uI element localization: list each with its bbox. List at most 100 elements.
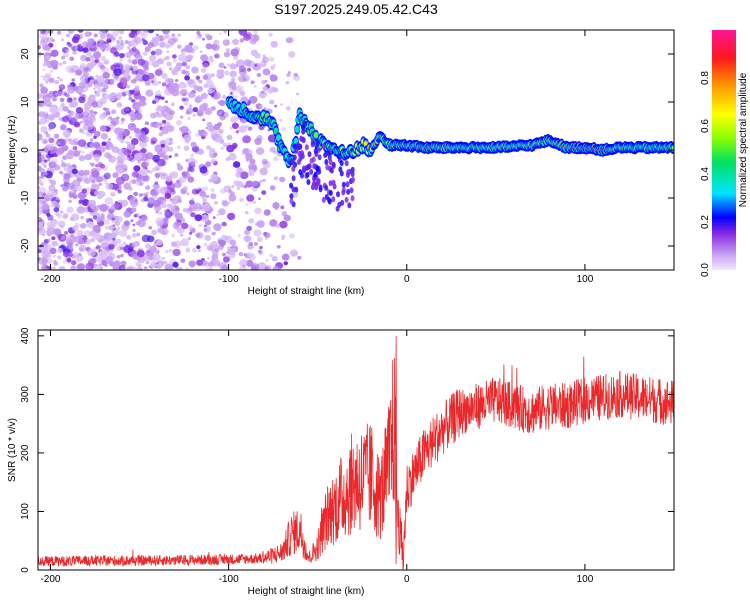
noise-blob [68,140,73,145]
noise-blob [40,126,48,133]
noise-blob [191,197,194,201]
noise-blob [57,255,62,260]
noise-blob [199,166,208,174]
noise-blob [167,86,176,94]
noise-blob [162,200,167,204]
noise-blob [56,242,60,247]
ridge-core [294,139,298,144]
noise-blob [187,79,194,85]
noise-blob [221,199,229,206]
noise-blob [70,100,79,108]
noise-blob [140,148,147,154]
noise-blob [190,212,196,218]
noise-blob [269,146,276,153]
noise-blob [169,137,173,142]
noise-blob [78,96,86,104]
noise-blob [84,153,92,161]
noise-blob [195,233,201,238]
noise-blob [88,69,91,72]
noise-blob [183,145,190,151]
noise-blob [55,212,60,216]
noise-blob [193,45,199,51]
noise-blob [178,178,184,184]
noise-blob [78,199,83,204]
noise-blob [90,112,96,118]
noise-blob [38,201,43,207]
noise-blob [183,134,192,142]
noise-blob [242,33,251,41]
noise-blob [202,74,209,80]
noise-blob [165,124,174,133]
noise-blob [57,91,63,97]
noise-blob [119,53,125,59]
noise-blob [38,221,44,229]
noise-blob [184,70,190,76]
noise-blob [104,181,108,185]
noise-blob [62,115,70,123]
noise-blob [132,233,138,238]
noise-blob [222,39,230,46]
noise-blob [73,189,77,193]
noise-blob [138,217,145,224]
ridge-tail-blob [331,161,336,168]
noise-blob [192,113,196,117]
noise-blob [273,156,279,162]
noise-blob [68,110,75,117]
noise-blob [173,59,177,63]
noise-blob [106,33,114,41]
noise-blob [168,155,172,159]
noise-blob [65,33,70,38]
ridge-tail-blob [292,154,297,161]
noise-blob [99,203,109,212]
noise-blob [181,222,189,230]
noise-blob [62,106,69,112]
noise-blob [143,192,147,196]
noise-blob [106,205,110,210]
noise-blob [132,88,141,97]
noise-blob [269,254,273,257]
noise-blob [200,68,207,73]
noise-blob [38,45,41,50]
noise-blob [114,127,123,135]
colorbar: 0.0 0.2 0.4 0.6 0.8 Normalized spectral ampl… [700,30,749,277]
noise-blob [120,199,129,207]
spectrogram-ridge [225,96,674,212]
noise-blob [193,85,199,91]
noise-blob [61,145,69,152]
noise-blob [279,220,288,229]
noise-blob [191,93,196,98]
noise-blob [210,174,219,182]
noise-blob [131,179,137,185]
noise-blob [47,214,54,221]
noise-blob [144,80,151,86]
noise-blob [170,102,175,107]
noise-blob [205,194,210,199]
noise-blob [116,156,123,162]
ridge-tail-blob [321,143,326,150]
noise-blob [131,171,139,178]
noise-blob [98,190,106,198]
noise-blob [128,180,133,184]
noise-blob [96,75,105,83]
noise-blob [134,105,141,111]
noise-blob [97,204,101,208]
noise-blob [73,184,82,192]
ridge-tail-blob [315,141,320,148]
noise-blob [202,198,208,203]
noise-blob [238,65,247,73]
noise-blob [185,110,191,115]
noise-blob [202,118,206,122]
noise-blob [218,261,228,270]
noise-blob [105,255,114,264]
snr-y-ticks: 0 100 200 300 400 [20,327,674,573]
noise-blob [222,142,228,148]
noise-blob [205,43,213,50]
noise-blob [82,111,90,118]
noise-blob [49,106,58,114]
noise-blob [243,59,252,67]
noise-blob [211,231,216,236]
noise-blob [47,226,54,233]
ridge-tail-blob [351,176,355,183]
noise-blob [78,81,87,89]
noise-blob [128,93,132,97]
